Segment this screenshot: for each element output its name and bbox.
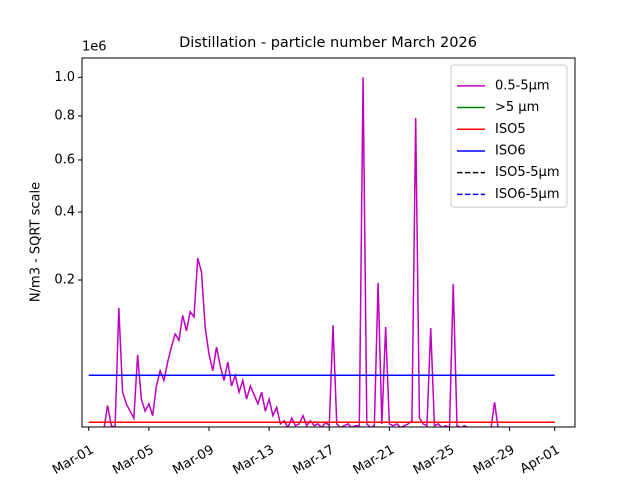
x-tick-label: Mar-17 <box>291 443 337 478</box>
y-tick-label: 0.4 <box>54 205 75 220</box>
series-line <box>103 77 499 427</box>
x-tick-label: Apr-01 <box>518 443 563 477</box>
legend: 0.5-5µm >5 µm ISO5 ISO6 ISO5-5µm ISO6-5µm <box>450 64 568 208</box>
chart-title: Distillation - particle number March 202… <box>179 35 477 51</box>
legend-label: ISO6-5µm <box>495 187 560 202</box>
x-tick-label: Mar-05 <box>110 443 156 478</box>
legend-label: ISO6 <box>495 143 526 158</box>
x-tick-label: Mar-09 <box>170 443 216 478</box>
legend-label: ISO5-5µm <box>495 165 560 180</box>
y-axis-label: N/m3 - SQRT scale <box>29 182 44 302</box>
legend-box <box>450 64 568 208</box>
y-tick-label: 0.6 <box>54 152 75 167</box>
plot-area <box>88 77 555 427</box>
x-tick-label: Mar-29 <box>471 443 517 478</box>
legend-label: >5 µm <box>495 100 539 115</box>
x-tick-label: Mar-25 <box>411 443 457 478</box>
axes-frame <box>81 57 576 428</box>
x-tick-label: Mar-13 <box>230 443 276 478</box>
y-multiplier: 1e6 <box>82 40 107 55</box>
legend-label: 0.5-5µm <box>495 78 550 93</box>
y-tick-label: 0.8 <box>54 109 75 124</box>
y-tick-label: 1.0 <box>54 70 75 85</box>
x-tick-label: Mar-01 <box>50 443 96 478</box>
legend-label: ISO5 <box>495 122 526 137</box>
x-tick-label: Mar-21 <box>351 443 397 478</box>
y-tick-label: 0.2 <box>54 273 75 288</box>
